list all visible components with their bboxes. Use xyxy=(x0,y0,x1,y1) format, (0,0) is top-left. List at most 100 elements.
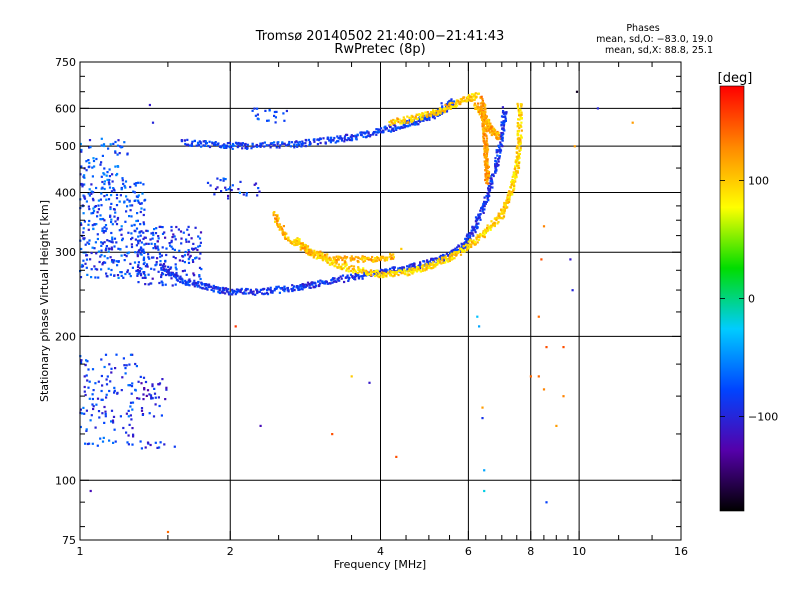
echo-point xyxy=(187,258,190,261)
echo-point xyxy=(154,396,157,399)
echo-point xyxy=(85,200,88,203)
echo-point xyxy=(142,221,145,224)
echo-point xyxy=(266,287,269,290)
echo-point xyxy=(162,268,165,271)
echo-point xyxy=(129,262,132,265)
echo-point xyxy=(309,286,312,289)
echo-point xyxy=(266,291,269,295)
echo-point xyxy=(501,127,504,130)
echo-point xyxy=(381,274,384,277)
echo-point xyxy=(487,195,490,198)
echo-point xyxy=(432,266,435,269)
echo-point xyxy=(144,380,148,384)
echo-point xyxy=(447,260,450,263)
echo-point xyxy=(156,245,159,248)
echo-point xyxy=(89,146,92,149)
echo-point xyxy=(85,428,88,431)
echo-point xyxy=(512,182,515,186)
echo-point xyxy=(518,142,522,145)
echo-point xyxy=(155,263,158,266)
echo-point xyxy=(483,134,486,137)
echo-point xyxy=(113,391,116,394)
echo-point xyxy=(129,353,133,356)
echo-point xyxy=(148,257,151,260)
echo-point xyxy=(484,169,487,172)
echo-point xyxy=(500,217,503,220)
echo-point xyxy=(469,95,472,98)
echo-point xyxy=(203,144,206,147)
echo-point xyxy=(449,101,452,104)
echo-point xyxy=(466,246,469,249)
echo-point xyxy=(344,257,347,260)
echo-point xyxy=(190,237,193,240)
echo-point xyxy=(87,205,90,208)
echo-point xyxy=(450,249,453,253)
echo-point xyxy=(82,175,85,178)
echo-point xyxy=(481,210,484,213)
echo-point xyxy=(301,283,304,286)
echo-point xyxy=(109,273,112,276)
echo-point xyxy=(110,409,114,412)
echo-point xyxy=(187,240,191,243)
echo-point xyxy=(464,246,468,249)
echo-point xyxy=(429,263,432,266)
echo-point xyxy=(302,285,305,288)
echo-point xyxy=(139,251,142,255)
echo-point xyxy=(105,247,108,250)
echo-point xyxy=(412,119,415,122)
echo-point xyxy=(91,393,94,396)
echo-point xyxy=(147,253,150,256)
echo-point xyxy=(483,236,486,239)
echo-point xyxy=(482,117,486,121)
echo-point xyxy=(298,140,302,144)
echo-point xyxy=(493,224,496,228)
echo-point xyxy=(437,114,440,117)
echo-point xyxy=(337,137,340,140)
echo-point xyxy=(486,182,489,185)
echo-point xyxy=(142,256,146,259)
echo-point xyxy=(173,248,176,251)
echo-point xyxy=(392,253,395,256)
echo-point xyxy=(294,241,297,244)
echo-point xyxy=(237,145,240,148)
echo-point xyxy=(142,183,145,186)
echo-point xyxy=(464,99,467,102)
echo-point xyxy=(352,271,355,274)
echo-point xyxy=(313,254,316,257)
echo-point xyxy=(87,223,90,226)
echo-point xyxy=(460,98,463,101)
echo-point xyxy=(128,272,131,275)
echo-point xyxy=(311,283,314,286)
echo-point xyxy=(256,107,259,110)
echo-point xyxy=(193,285,196,288)
echo-point xyxy=(143,261,146,264)
echo-point xyxy=(99,255,102,258)
echo-point xyxy=(112,187,115,190)
echo-point xyxy=(425,264,429,267)
echo-point xyxy=(481,417,484,420)
echo-point xyxy=(500,212,503,215)
echo-point xyxy=(234,141,238,144)
echo-point xyxy=(184,142,187,146)
echo-point xyxy=(402,123,405,126)
echo-point xyxy=(446,103,449,106)
echo-point xyxy=(504,202,507,205)
echo-point xyxy=(111,238,114,241)
echo-point xyxy=(178,259,181,262)
echo-point xyxy=(495,164,498,168)
echo-point xyxy=(115,241,118,244)
echo-point xyxy=(501,145,504,148)
echo-point xyxy=(101,180,104,184)
echo-point xyxy=(506,200,509,203)
echo-point xyxy=(490,220,493,223)
echo-point xyxy=(121,376,124,379)
echo-point xyxy=(219,179,222,182)
echo-point xyxy=(126,205,129,208)
echo-point xyxy=(460,242,463,245)
echo-point xyxy=(468,235,471,238)
echo-point xyxy=(130,385,134,388)
echo-point xyxy=(136,265,140,268)
echo-point xyxy=(502,205,505,209)
echo-point xyxy=(91,403,94,406)
echo-point xyxy=(392,268,395,271)
